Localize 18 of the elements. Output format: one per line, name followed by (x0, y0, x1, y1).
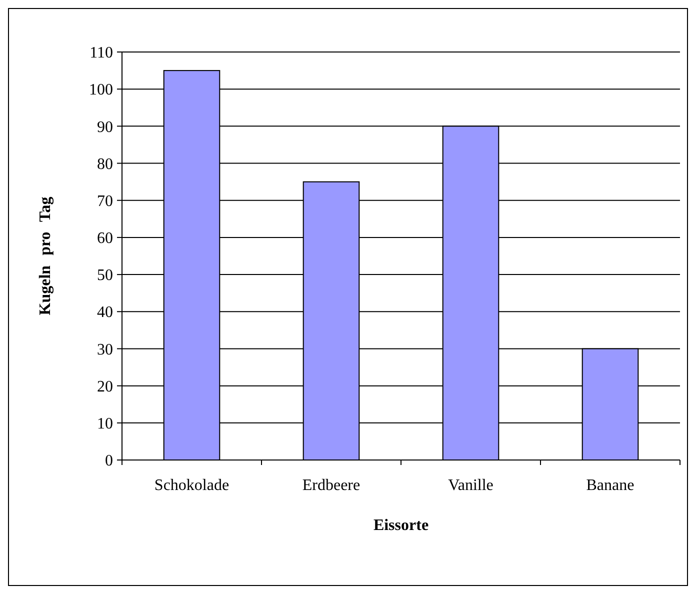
y-tick-label: 10 (97, 416, 113, 433)
y-tick-label: 0 (105, 452, 113, 470)
x-tick-label: Erdbeere (302, 477, 360, 494)
y-tick-label: 30 (97, 341, 113, 358)
y-tick-label: 110 (90, 44, 113, 62)
y-tick-label: 70 (97, 192, 113, 210)
y-tick-label: 60 (97, 230, 113, 248)
y-tick-label: 80 (97, 156, 113, 173)
x-tick-label: Schokolade (154, 477, 230, 494)
y-tick-label: 40 (97, 304, 113, 322)
x-axis-title: Eissorte (373, 517, 429, 534)
x-tick-label: Banane (586, 477, 634, 494)
y-tick-label: 20 (97, 378, 113, 396)
y-tick-label: 90 (97, 118, 113, 136)
y-tick-label: 100 (89, 82, 113, 99)
x-tick-label: Vanille (448, 477, 494, 494)
y-axis-title: Kugeln pro Tag (37, 196, 54, 316)
y-tick-label: 50 (97, 267, 113, 284)
